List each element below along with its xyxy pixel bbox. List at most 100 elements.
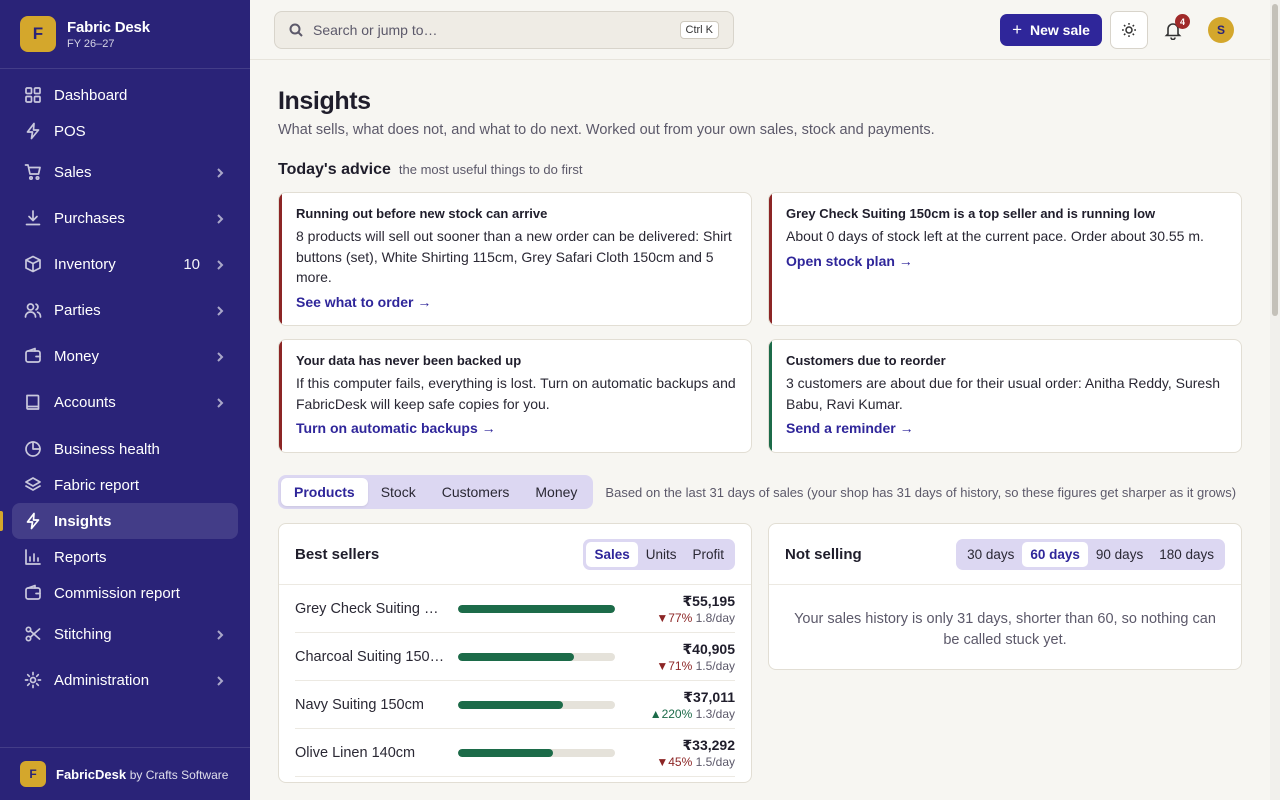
range-60-days[interactable]: 60 days [1022,541,1088,567]
sidebar-item-parties[interactable]: Parties [12,287,238,333]
not-selling-range-toggle: 30 days 60 days 90 days 180 days [956,538,1225,570]
card-title: Your data has never been backed up [296,353,522,368]
sidebar-item-insights[interactable]: Insights [0,503,238,539]
change-down-icon: ▼ [656,754,669,769]
best-seller-row[interactable]: Grey Check Suiting 150cm ₹55,195 ▼77% 1.8/… [295,585,735,633]
search-bar[interactable]: Ctrl K [274,11,734,49]
pie-icon [24,440,42,458]
advice-card-backup: Your data has never been backed up If th… [278,339,752,453]
change-percent: 220% [661,706,693,721]
product-name: Navy Suiting 150cm [295,696,424,713]
sidebar-item-commission-report[interactable]: Commission report [12,575,238,611]
turn-on-backups-link[interactable]: Turn on automatic backups → [296,420,496,436]
chevron-right-icon [214,212,226,224]
wallet-icon [24,347,42,365]
product-name: Charcoal Suiting 150cm [295,648,445,665]
footer-by-line: by Crafts Software [129,767,229,782]
new-sale-button[interactable]: + New sale [1000,14,1102,46]
brand-logo: F [20,16,56,52]
brand-header[interactable]: F Fabric Desk FY 26–27 [0,0,250,69]
best-seller-row[interactable]: Charcoal Suiting 150cm ₹40,905 ▼71% 1.5/da… [295,633,735,681]
notifications-button[interactable]: 4 [1160,14,1190,45]
sales-bar [458,652,615,661]
theme-toggle-button[interactable] [1110,11,1148,49]
sidebar-nav: Dashboard POS Sales Purchases Inventory … [0,69,250,703]
chevron-right-icon [214,258,226,270]
sales-amount: ₹40,905 [682,640,735,657]
send-reminder-link[interactable]: Send a reminder → [786,420,914,436]
search-shortcut: Ctrl K [679,21,719,39]
sidebar-item-label: Purchases [54,209,125,227]
wallet-icon [24,584,42,602]
range-30-days[interactable]: 30 days [967,546,1015,562]
change-percent: 45% [668,754,693,769]
mode-units[interactable]: Units [645,546,677,562]
card-body: 8 products will sell out sooner than a n… [296,228,732,285]
sales-amount: ₹37,011 [683,688,735,705]
sales-bar-fill [458,652,575,661]
sidebar-item-label: Fabric report [54,476,140,494]
sidebar-item-accounts[interactable]: Accounts [12,379,238,425]
active-indicator [0,511,3,531]
advice-card-reorder: Customers due to reorder 3 customers are… [768,339,1242,453]
range-180-days[interactable]: 180 days [1159,546,1214,562]
sidebar-item-administration[interactable]: Administration [12,657,238,703]
tab-products[interactable]: Products [281,478,368,506]
card-title: Customers due to reorder [786,353,946,368]
tab-stock[interactable]: Stock [380,484,416,500]
sales-meta: ▼77% 1.8/day [615,611,735,625]
tab-customers[interactable]: Customers [441,484,510,500]
page-scrollbar[interactable] [1270,0,1280,800]
best-seller-row[interactable]: Olive Linen 140cm ₹33,292 ▼45% 1.5/day [295,729,735,777]
page-subtitle: What sells, what does not, and what to d… [278,122,935,138]
scrollbar-thumb[interactable] [1272,4,1278,316]
daily-rate: 1.5/day [695,754,735,769]
sidebar-item-fabric-report[interactable]: Fabric report [12,467,238,503]
best-sellers-panel: Best sellers Sales Units Profit Grey Che… [278,523,752,783]
sidebar-item-business-health[interactable]: Business health [12,431,238,467]
change-down-icon: ▼ [656,610,669,625]
see-what-to-order-link[interactable]: See what to order → [296,293,432,310]
sidebar-item-pos[interactable]: POS [12,113,238,149]
topbar: Ctrl K + New sale 4 S [250,0,1270,60]
box-icon [24,255,42,273]
sales-meta: ▼71% 1.5/day [615,659,735,673]
scissors-icon [24,625,42,643]
tab-money[interactable]: Money [535,484,578,500]
sales-bar-fill [458,748,553,757]
sidebar-item-stitching[interactable]: Stitching [12,611,238,657]
range-90-days[interactable]: 90 days [1095,546,1144,562]
bar-chart-icon [24,548,42,566]
sales-bar [458,604,615,613]
sales-amount: ₹33,292 [682,736,735,753]
sidebar-item-dashboard[interactable]: Dashboard [12,77,238,113]
book-icon [24,393,42,411]
daily-rate: 1.8/day [695,610,735,625]
mode-profit[interactable]: Profit [692,546,724,562]
sidebar-item-sales[interactable]: Sales [12,149,238,195]
users-icon [24,301,42,319]
best-sellers-mode-toggle: Sales Units Profit [583,538,735,570]
avatar[interactable]: S [1208,17,1234,43]
sidebar-item-purchases[interactable]: Purchases [12,195,238,241]
search-input[interactable] [313,22,680,38]
sidebar-item-label: Insights [54,512,112,530]
open-stock-plan-link[interactable]: Open stock plan → [786,252,913,269]
sidebar-item-money[interactable]: Money [12,333,238,379]
mode-sales[interactable]: Sales [586,541,638,567]
page-title: Insights [278,87,371,115]
card-body: 3 customers are about due for their usua… [786,375,1220,412]
sales-bar [458,748,615,757]
sidebar-item-label: Stitching [54,625,112,643]
insights-panels: Best sellers Sales Units Profit Grey Che… [278,523,1242,783]
plus-icon: + [1012,20,1022,39]
insights-tabs-row: Products Stock Customers Money Based on … [278,475,1242,509]
sidebar-item-reports[interactable]: Reports [12,539,238,575]
brand-name: Fabric Desk [67,18,150,36]
product-name: Grey Check Suiting 150cm [295,600,445,617]
best-seller-row[interactable]: Navy Suiting 150cm ₹37,011 ▲220% 1.3/day [295,681,735,729]
sidebar-footer: F FabricDesk by Crafts Software [0,747,250,800]
chevron-right-icon [214,166,226,178]
fiscal-year: FY 26–27 [67,37,115,50]
sidebar-item-inventory[interactable]: Inventory 10 [12,241,238,287]
